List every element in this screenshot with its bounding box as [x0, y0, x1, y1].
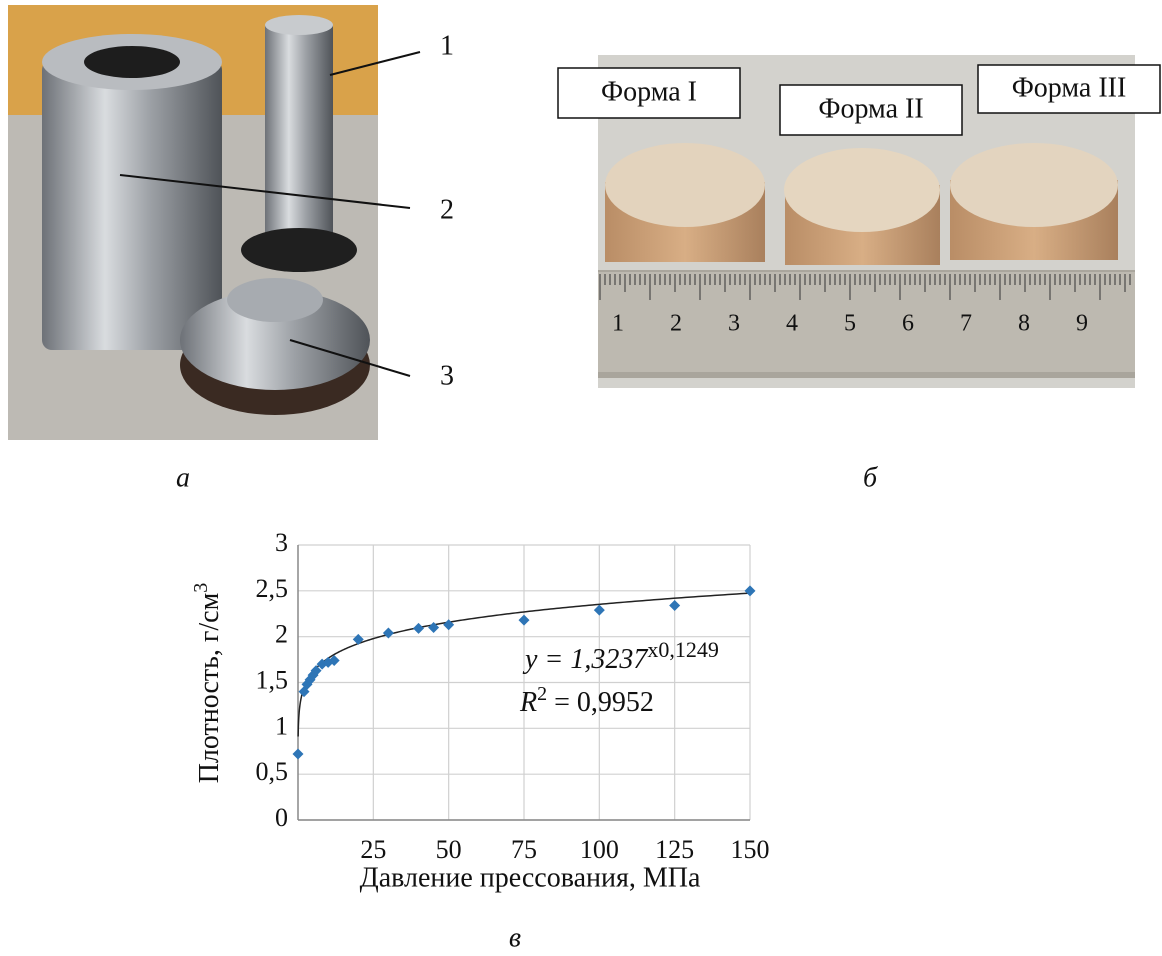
ruler-number: 3 — [728, 311, 740, 337]
callout: 3 — [440, 360, 454, 391]
equation-sup: x0,1249 — [647, 637, 719, 662]
y-axis-label: Плотность, г/см3 — [190, 583, 226, 784]
chart: 0 0,5 1 1,5 2 2,5 3 25 50 75 100 125 150 — [256, 528, 770, 864]
y-tick-label: 2,5 — [256, 574, 289, 603]
panel-label: в — [509, 922, 521, 953]
y-tick-label: 0 — [275, 803, 288, 832]
x-tick-label: 100 — [580, 835, 619, 864]
r-squared-suffix: = 0,9952 — [547, 687, 654, 718]
data-point — [669, 600, 680, 611]
panel-label: а — [176, 462, 190, 493]
r-squared-sup: 2 — [537, 683, 547, 705]
x-tick-label: 150 — [731, 835, 770, 864]
figure: 1 2 3 а 1 2 3 4 5 6 7 8 9 Форма I Форма II Форма… — [0, 0, 1162, 956]
ruler-number: 7 — [960, 311, 972, 337]
ruler-number: 2 — [670, 311, 682, 337]
x-tick-label: 50 — [436, 835, 462, 864]
ruler-number: 9 — [1076, 311, 1088, 337]
y-axis-label-sup: 3 — [190, 583, 212, 593]
ruler-number: 5 — [844, 311, 856, 337]
ruler-number: 8 — [1018, 311, 1030, 337]
form-label: Форма II — [818, 93, 923, 124]
x-tick-label: 75 — [511, 835, 537, 864]
callout: 2 — [440, 194, 454, 225]
form-label: Форма III — [1012, 72, 1127, 103]
data-point — [293, 749, 304, 760]
data-point — [745, 585, 756, 596]
y-tick-label: 1,5 — [256, 665, 289, 694]
y-tick-label: 2 — [275, 620, 288, 649]
x-tick-label: 125 — [655, 835, 694, 864]
x-tick-label: 25 — [360, 835, 386, 864]
ruler-number: 6 — [902, 311, 914, 337]
y-tick-label: 3 — [275, 528, 288, 557]
ruler-number: 4 — [786, 311, 798, 337]
y-tick-label: 0,5 — [256, 757, 289, 786]
x-axis-label: Давление прессования, МПа — [360, 862, 701, 893]
y-tick-label: 1 — [275, 711, 288, 740]
form-label: Форма I — [601, 76, 697, 107]
data-point — [594, 605, 605, 616]
r-squared-text: R — [519, 687, 537, 718]
photo-a: 1 2 3 — [8, 5, 454, 440]
ruler-number: 1 — [612, 311, 624, 337]
r-squared: R2 = 0,9952 — [519, 683, 654, 719]
equation-text: y = 1,3237 — [522, 644, 648, 675]
data-point — [413, 623, 424, 634]
data-point — [353, 634, 364, 645]
data-point — [519, 615, 530, 626]
ruler: 1 2 3 4 5 6 7 8 9 — [598, 272, 1135, 372]
equation: y = 1,3237x0,1249 — [522, 637, 719, 675]
callout: 1 — [440, 30, 454, 61]
y-axis-label-text: Плотность, г/см — [194, 592, 225, 783]
panel-label: б — [863, 462, 878, 493]
